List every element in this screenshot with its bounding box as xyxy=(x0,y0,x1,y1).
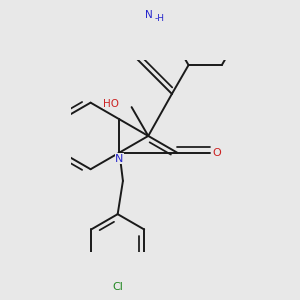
Text: HO: HO xyxy=(103,99,119,109)
Text: O: O xyxy=(212,148,221,158)
Text: N: N xyxy=(115,154,124,164)
Text: -H: -H xyxy=(154,14,164,23)
Text: N: N xyxy=(145,10,153,20)
Text: Cl: Cl xyxy=(112,282,123,292)
